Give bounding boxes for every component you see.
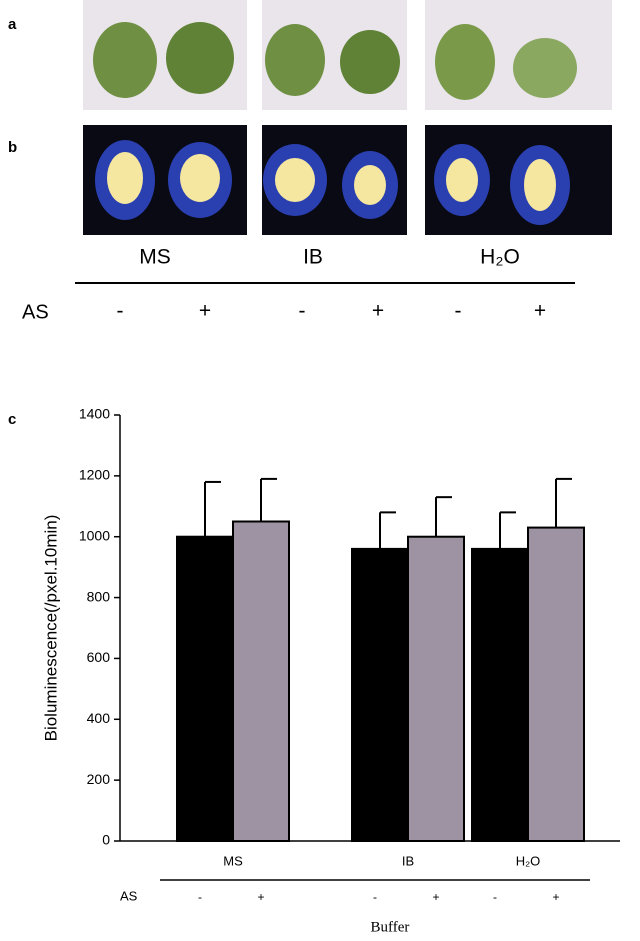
bar: [407, 535, 465, 842]
x-axis-label: Buffer: [371, 919, 410, 935]
signal: [107, 152, 143, 204]
series-label: +: [432, 890, 439, 904]
y-tick-label: 400: [87, 710, 111, 726]
plant: [93, 22, 157, 98]
y-tick-label: 800: [87, 588, 111, 604]
group-label: AS: [120, 888, 138, 903]
x-tick-label: IB: [402, 853, 414, 868]
y-tick-label: 1400: [79, 406, 110, 422]
series-label: +: [552, 890, 559, 904]
x-tick-label: MS: [223, 853, 243, 868]
signal: [275, 158, 315, 202]
bar: [527, 526, 585, 842]
signal: [524, 159, 556, 211]
group-label: MS: [139, 246, 171, 269]
treatment-label: AS: [22, 301, 49, 323]
panel-label: b: [8, 139, 17, 156]
bar: [471, 547, 529, 843]
bar: [232, 520, 290, 842]
series-label: -: [198, 890, 202, 904]
y-tick-label: 600: [87, 649, 111, 665]
plant: [166, 22, 234, 94]
treatment-sign: +: [372, 300, 384, 323]
treatment-sign: -: [299, 300, 306, 323]
bar: [351, 547, 409, 843]
plant: [435, 24, 495, 100]
series-label: -: [373, 890, 377, 904]
y-axis-label: Bioluminescence(/pxel.10min): [41, 515, 60, 742]
bar: [176, 535, 234, 842]
signal: [446, 158, 478, 202]
series-label: +: [257, 890, 264, 904]
group-label: H₂O: [480, 246, 520, 269]
group-label: IB: [303, 246, 323, 269]
x-tick-label: H₂O: [516, 853, 541, 868]
signal: [180, 154, 220, 202]
panel-label: c: [8, 411, 16, 428]
y-tick-label: 0: [102, 832, 110, 848]
y-tick-label: 1000: [79, 527, 110, 543]
plant: [265, 24, 325, 96]
plant: [513, 38, 577, 98]
plant: [340, 30, 400, 94]
imaging-row: [83, 125, 612, 235]
treatment-sign: +: [199, 300, 211, 323]
panel-label: a: [8, 16, 17, 33]
signal: [354, 165, 386, 205]
treatment-sign: +: [534, 300, 546, 323]
series-label: -: [493, 890, 497, 904]
y-tick-label: 200: [87, 771, 111, 787]
treatment-sign: -: [117, 300, 124, 323]
treatment-sign: -: [455, 300, 462, 323]
y-tick-label: 1200: [79, 467, 110, 483]
photo-row: [83, 0, 612, 110]
